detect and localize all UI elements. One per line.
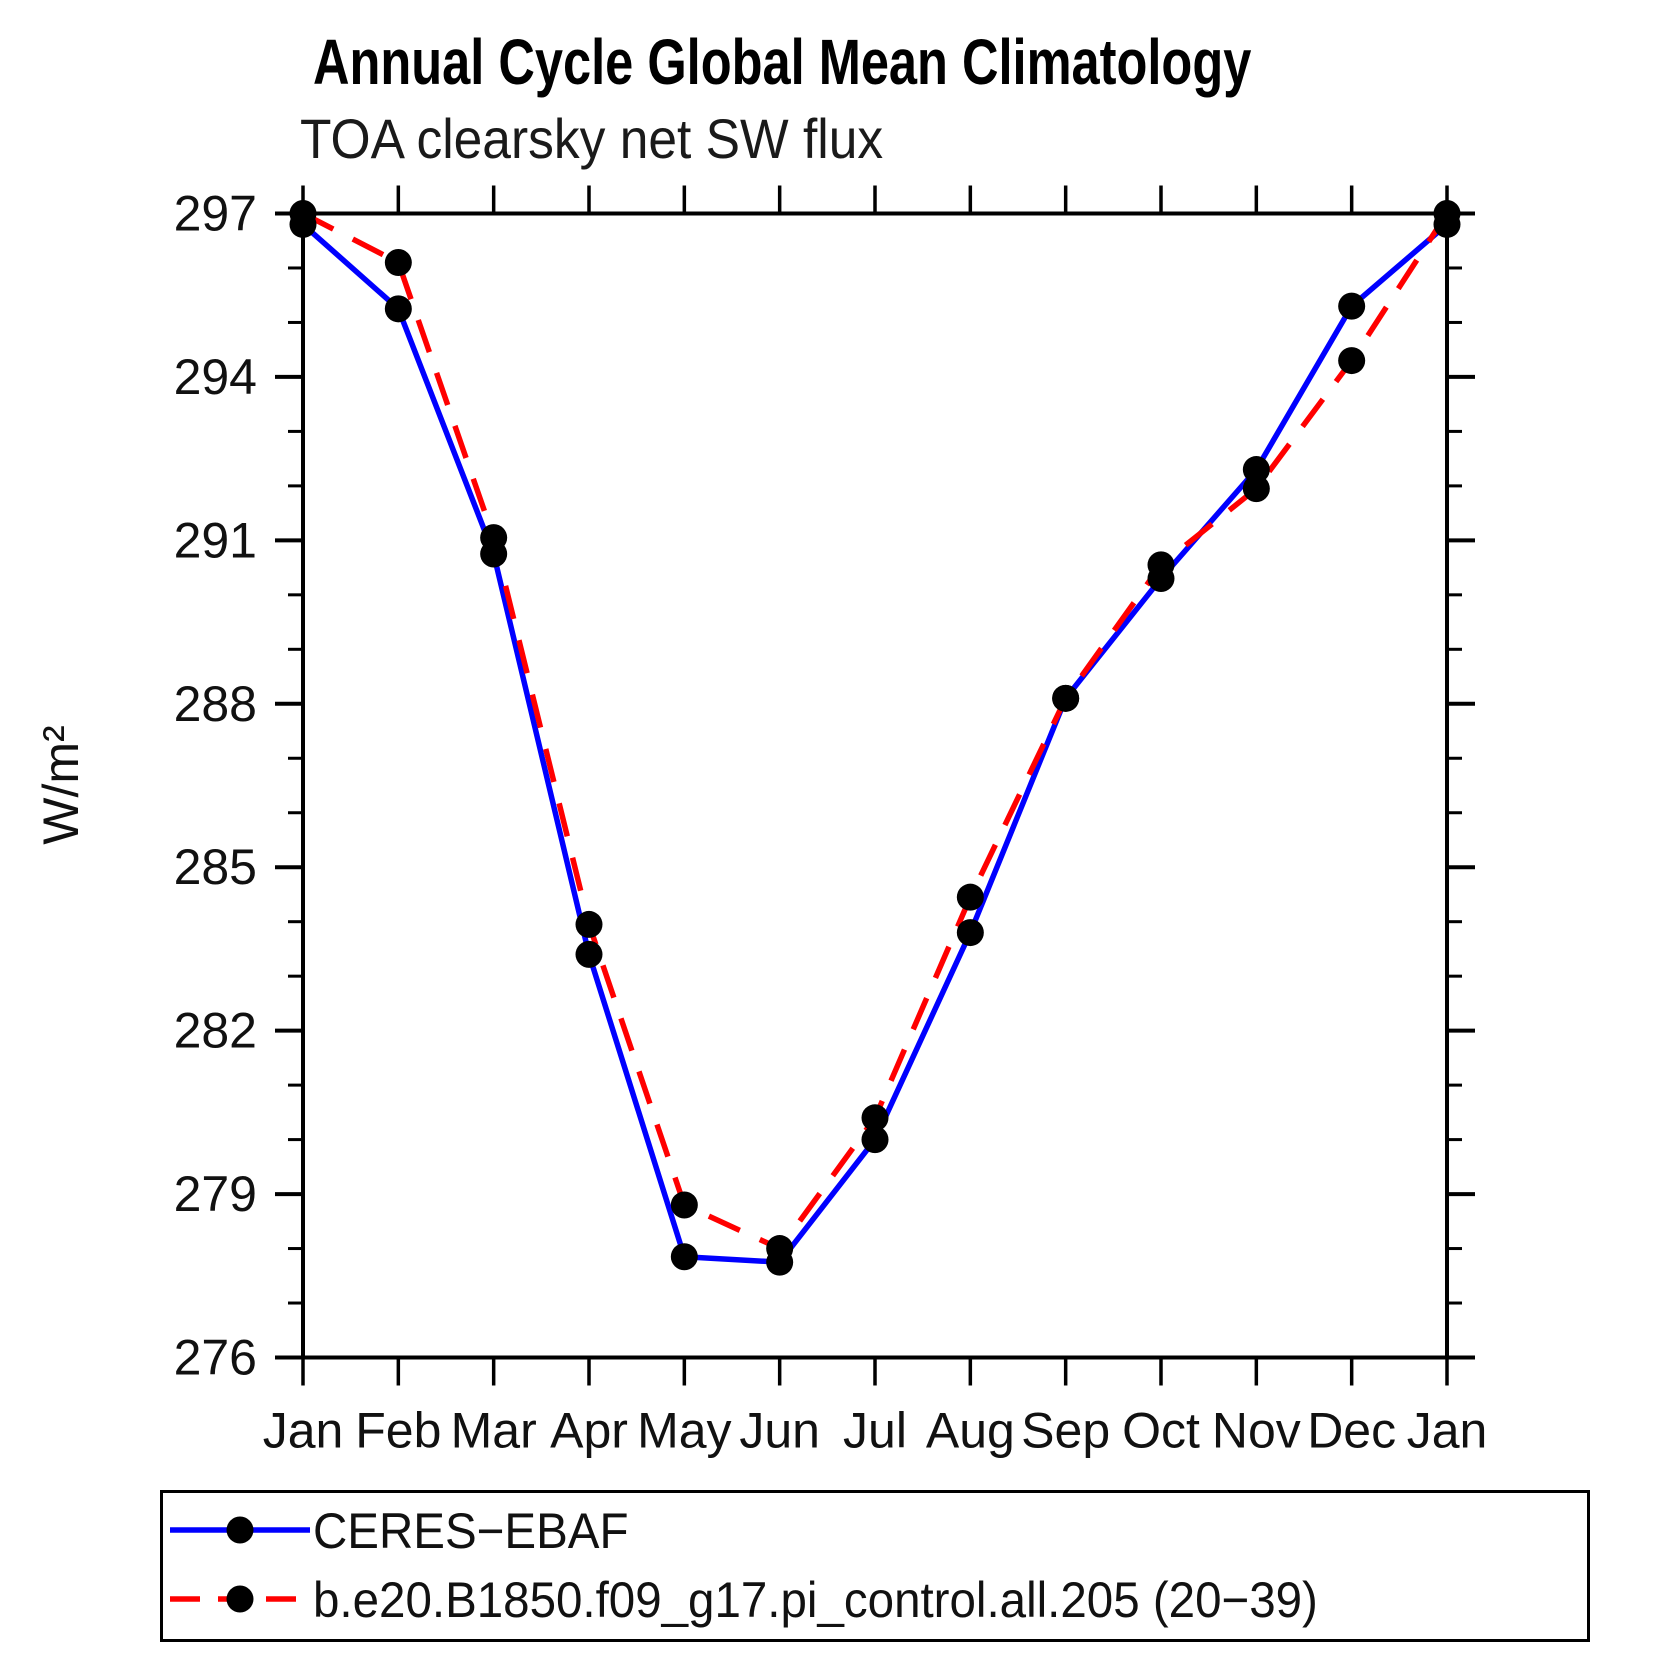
legend-item: b.e20.B1850.f09_g17.pi_control.all.205 (… xyxy=(163,1565,1587,1634)
x-tick-label: May xyxy=(637,1403,731,1459)
legend-line-sample-dashed xyxy=(170,1585,310,1613)
y-tick-label: 294 xyxy=(174,349,257,405)
x-tick-label: Nov xyxy=(1212,1403,1301,1459)
series-1-marker xyxy=(1338,347,1366,375)
legend: CERES−EBAF b.e20.B1850.f09_g17.pi_contro… xyxy=(160,1490,1590,1642)
series-1-marker xyxy=(289,200,317,227)
series-1-marker xyxy=(480,524,508,552)
y-tick-label: 279 xyxy=(174,1166,257,1222)
x-tick-label: Dec xyxy=(1307,1403,1396,1459)
series-0-marker xyxy=(384,295,412,323)
y-tick-label: 297 xyxy=(174,186,257,242)
series-0-marker xyxy=(575,940,603,968)
series-line-1 xyxy=(301,211,1450,1252)
series-1-marker xyxy=(956,883,984,911)
series-1-marker xyxy=(1433,200,1461,227)
x-tick-label: Jul xyxy=(843,1403,907,1459)
series-1-marker xyxy=(766,1235,794,1263)
x-tick-label: Apr xyxy=(550,1403,628,1459)
x-tick-label: Jan xyxy=(263,1403,344,1459)
chart-title: Annual Cycle Global Mean Climatology xyxy=(313,26,1252,98)
series-1-marker xyxy=(670,1191,698,1219)
legend-label: b.e20.B1850.f09_g17.pi_control.all.205 (… xyxy=(313,1571,1318,1628)
series-0-marker xyxy=(670,1243,698,1271)
y-tick-label: 285 xyxy=(174,839,257,895)
x-tick-label: Feb xyxy=(355,1403,441,1459)
chart-subtitle: TOA clearsky net SW flux xyxy=(300,107,884,170)
legend-item: CERES−EBAF xyxy=(163,1496,1587,1565)
x-tick-label: Jan xyxy=(1407,1403,1488,1459)
legend-label: CERES−EBAF xyxy=(313,1502,629,1559)
series-1-marker xyxy=(384,249,412,277)
x-tick-label: Oct xyxy=(1122,1403,1200,1459)
series-0-marker xyxy=(861,1126,889,1154)
y-tick-label: 282 xyxy=(174,1003,257,1059)
y-tick-label: 288 xyxy=(174,676,257,732)
series-0-marker xyxy=(1338,292,1366,320)
series-1-marker xyxy=(861,1104,889,1132)
series-1-marker xyxy=(1052,684,1080,712)
plot-frame xyxy=(301,211,1449,1360)
x-tick-label: Aug xyxy=(926,1403,1015,1459)
series-0-marker xyxy=(1242,456,1270,484)
legend-line-sample-solid xyxy=(170,1516,310,1544)
series-1-marker xyxy=(575,910,603,938)
x-tick-label: Sep xyxy=(1021,1403,1110,1459)
x-tick-label: Mar xyxy=(451,1403,537,1459)
y-tick-label: 276 xyxy=(174,1330,257,1386)
x-tick-label: Jun xyxy=(739,1403,820,1459)
series-1-marker xyxy=(1147,551,1175,579)
series-0-marker xyxy=(956,919,984,947)
y-tick-label: 291 xyxy=(174,512,257,568)
y-axis-title: W/m² xyxy=(33,725,89,844)
series-1-marker xyxy=(1242,475,1270,503)
